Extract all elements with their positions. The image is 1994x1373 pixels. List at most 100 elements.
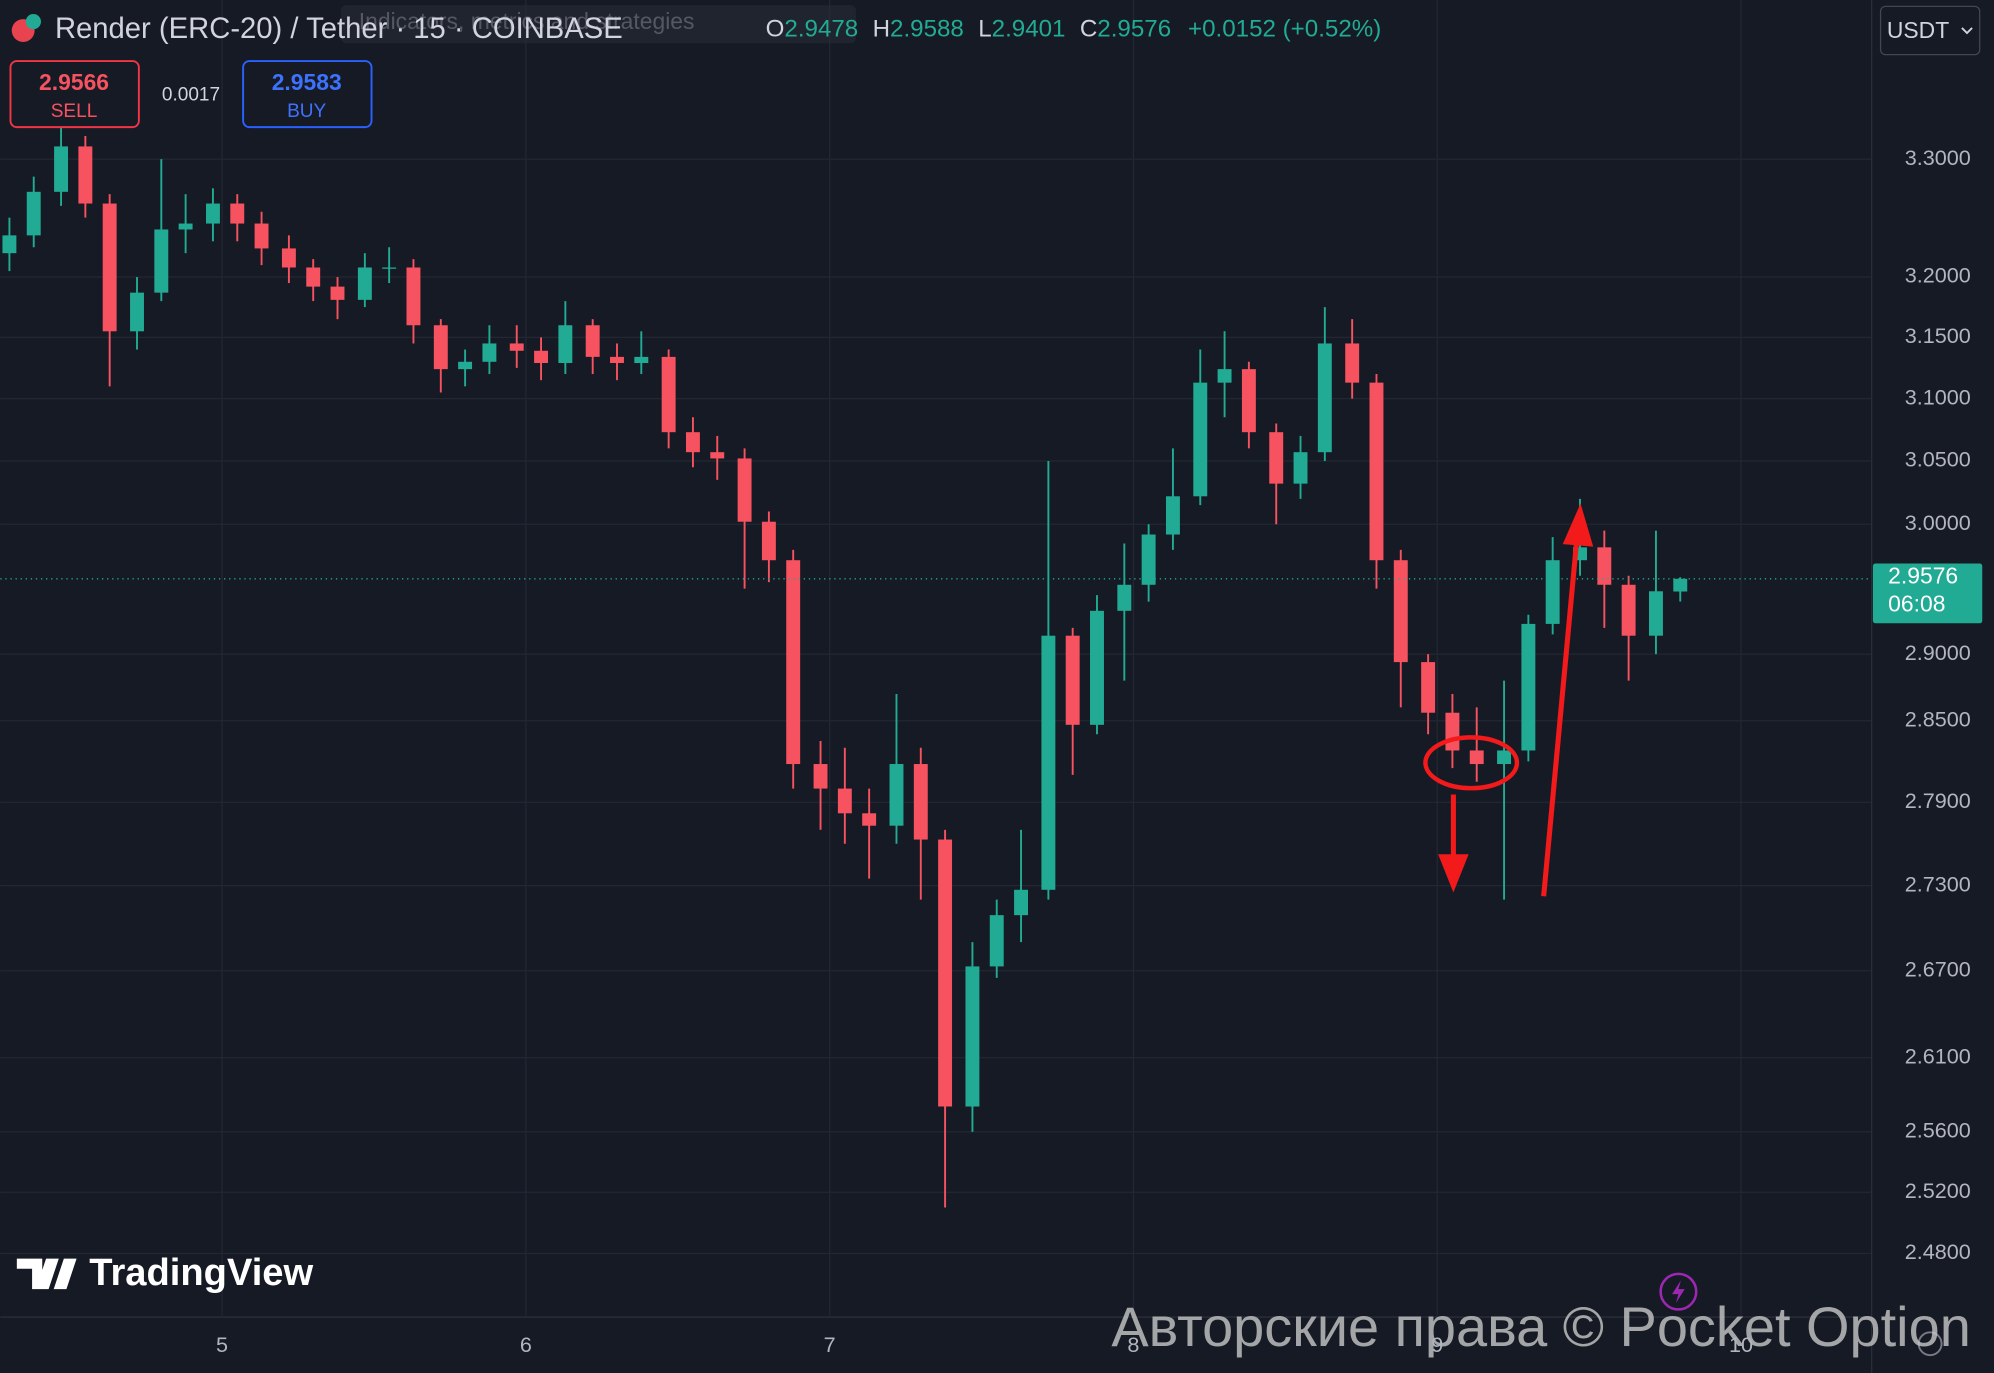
y-tick-label: 3.1000 <box>1905 384 1971 409</box>
symbol-title[interactable]: Render (ERC-20) / Tether · 15 · COINBASE <box>55 13 623 45</box>
candle-body <box>281 248 296 268</box>
candle-body <box>1393 560 1408 663</box>
candle-body <box>1469 750 1484 765</box>
y-tick-label: 2.4800 <box>1905 1239 1971 1264</box>
ohlc-legend: O2.9478 H2.9588 L2.9401 C2.9576 +0.0152 … <box>766 16 1382 43</box>
candle-body <box>357 267 372 300</box>
candle-body <box>1421 662 1436 713</box>
ohlc-label: O <box>766 16 785 43</box>
candle-body <box>1041 635 1056 890</box>
indicators-hint-bg[interactable] <box>341 5 856 44</box>
change: +0.0152 (+0.52%) <box>1188 16 1381 43</box>
candle-body <box>1673 578 1688 592</box>
x-tick-label: 6 <box>520 1332 532 1357</box>
sell-label[interactable]: SELL <box>51 101 98 122</box>
candle-body <box>130 292 144 332</box>
last-price-label: 2.9576 <box>1888 563 1958 589</box>
currency-button[interactable] <box>1879 5 1981 56</box>
y-tick-label: 2.6100 <box>1905 1043 1971 1068</box>
candle-body <box>610 356 624 364</box>
x-tick-label: 7 <box>824 1332 836 1357</box>
candle-body <box>382 267 397 269</box>
x-tick-label: 10 <box>1729 1332 1753 1357</box>
candle-body <box>1345 343 1360 383</box>
candle-body <box>482 343 497 362</box>
settings-button[interactable] <box>1917 1331 1943 1357</box>
last-price-tag <box>1872 563 1983 624</box>
tradingview-logo[interactable]: TradingView <box>89 1251 313 1294</box>
candle-body <box>837 788 852 814</box>
candle-body <box>1014 889 1029 916</box>
annotation-arrow-up <box>1541 540 1580 897</box>
x-tick-label: 5 <box>216 1332 228 1357</box>
candle-body <box>1521 623 1536 751</box>
buy-label[interactable]: BUY <box>287 101 326 122</box>
y-tick-label: 2.6700 <box>1905 956 1971 981</box>
candle-body <box>78 146 93 204</box>
candle-body <box>938 839 953 1107</box>
candle-body <box>509 343 524 351</box>
candle-body <box>1090 610 1104 725</box>
x-tick-label: 9 <box>1431 1332 1443 1357</box>
candle-body <box>634 356 649 364</box>
y-tick-label: 3.0000 <box>1905 510 1971 535</box>
grid <box>0 0 1872 1316</box>
currency-label[interactable]: USDT <box>1887 17 1949 43</box>
candle-body <box>230 203 245 224</box>
candle-body <box>989 915 1004 967</box>
candle-body <box>737 458 752 522</box>
buy-button[interactable] <box>242 60 373 129</box>
lightning-button[interactable] <box>1659 1272 1698 1311</box>
buy-price[interactable]: 2.9583 <box>272 69 342 95</box>
candle-body <box>2 235 17 254</box>
candle-body <box>710 452 725 459</box>
candle-body <box>1193 382 1208 497</box>
candle-body <box>205 203 220 224</box>
y-tick-label: 2.7900 <box>1905 788 1971 813</box>
y-tick-label: 2.5200 <box>1905 1178 1971 1203</box>
y-tick-label: 2.7300 <box>1905 871 1971 896</box>
candle-body <box>761 521 776 561</box>
candle-body <box>406 267 421 326</box>
ohlc-value: 2.9576 <box>1097 16 1171 43</box>
y-tick-label: 2.5600 <box>1905 1118 1971 1143</box>
annotation-arrow-head <box>1562 503 1594 547</box>
candle-body <box>330 286 345 300</box>
candle-body <box>1545 560 1560 624</box>
candle-body <box>1269 432 1284 484</box>
symbol-logo-badge <box>25 13 41 30</box>
candle-body <box>154 229 169 293</box>
x-tick-label: 8 <box>1127 1332 1139 1357</box>
countdown-label: 06:08 <box>1888 591 1945 617</box>
y-tick-label: 2.8500 <box>1905 706 1971 731</box>
candle-body <box>102 203 117 332</box>
candle-body <box>1217 369 1232 383</box>
ohlc-value: 2.9478 <box>784 16 858 43</box>
ohlc-label: C <box>1080 16 1097 43</box>
sell-price[interactable]: 2.9566 <box>39 69 109 95</box>
candle-body <box>54 146 69 192</box>
indicators-hint[interactable]: Indicators, metrics and strategies <box>359 8 695 34</box>
candle-body <box>1165 496 1180 535</box>
y-tick-label: 3.0500 <box>1905 447 1971 472</box>
candle-body <box>889 764 904 826</box>
candle-body <box>1597 547 1612 585</box>
watermark: Авторские права © Pocket Option <box>1111 1295 1970 1358</box>
sell-button[interactable] <box>9 60 140 129</box>
candle-body <box>1621 584 1636 636</box>
candle-body <box>965 966 980 1107</box>
y-tick-label: 3.3000 <box>1905 145 1971 170</box>
candle-body <box>1117 584 1132 611</box>
candle-body <box>585 325 600 357</box>
y-tick-label: 3.1500 <box>1905 323 1971 348</box>
candle-body <box>813 764 828 789</box>
candle-body <box>1497 750 1512 765</box>
candles <box>0 124 1872 1208</box>
candle-body <box>458 361 473 370</box>
annotation-arrow-head <box>1438 854 1469 893</box>
candle-body <box>178 223 193 230</box>
candle-body <box>913 764 928 840</box>
candle-body <box>661 356 676 433</box>
annotation-circle <box>1423 735 1520 791</box>
